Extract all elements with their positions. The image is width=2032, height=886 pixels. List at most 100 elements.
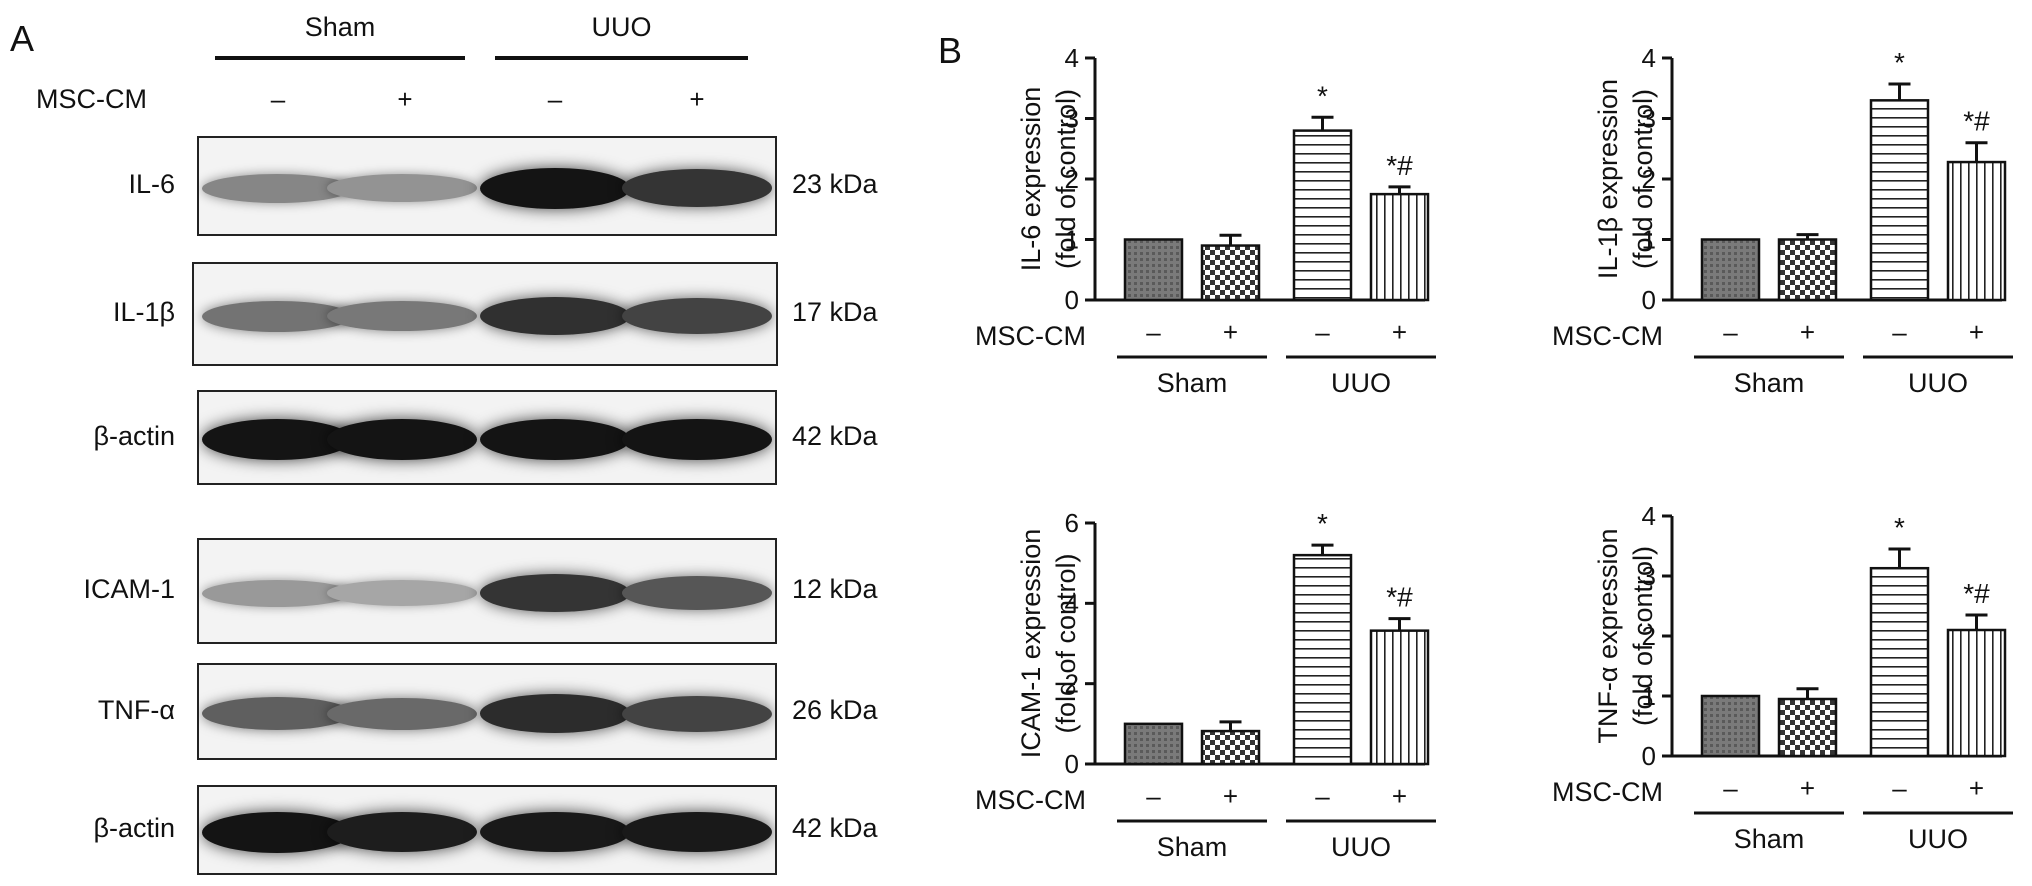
blot-strip-5 <box>197 663 777 760</box>
blot-band <box>622 576 772 610</box>
panel-letter-a: A <box>10 18 35 59</box>
treatment-sign: + <box>1800 773 1815 803</box>
significance-mark: *# <box>1386 582 1413 613</box>
blot-strip-3 <box>197 390 777 485</box>
treatment-sign: + <box>1392 317 1407 347</box>
y-tick-label: 2 <box>1065 669 1079 699</box>
sign-a-2: + <box>397 84 413 114</box>
significance-mark: *# <box>1386 150 1413 181</box>
treatment-label: MSC-CM <box>1552 777 1663 807</box>
y-axis-label: IL-1β expression <box>1593 79 1623 279</box>
blot-label-2: IL-1β <box>112 297 175 327</box>
group-label-uuo: UUO <box>1331 832 1391 862</box>
blot-label-1: IL-6 <box>128 169 175 199</box>
group-line-uuo <box>495 56 748 60</box>
treatment-sign: – <box>1723 317 1738 347</box>
treatment-sign: – <box>1315 781 1330 811</box>
treatment-sign: – <box>1892 317 1907 347</box>
treatment-sign: + <box>1969 317 1984 347</box>
group-label-uuo: UUO <box>1908 824 1968 854</box>
bar <box>1700 238 1761 302</box>
group-header-uuo: UUO <box>591 12 652 42</box>
y-tick-label: 0 <box>1065 749 1079 779</box>
blot-band <box>327 174 477 202</box>
y-tick-label: 2 <box>1642 621 1656 651</box>
treatment-sign: – <box>1723 773 1738 803</box>
significance-mark: *# <box>1963 106 1990 137</box>
blot-band <box>327 300 477 332</box>
blot-kda-6: 42 kDa <box>792 813 878 843</box>
treatment-sign: – <box>1315 317 1330 347</box>
blot-kda-1: 23 kDa <box>792 169 878 199</box>
blot-kda-5: 26 kDa <box>792 694 878 725</box>
treatment-label: MSC-CM <box>975 785 1086 815</box>
sign-a-3: – <box>547 84 563 114</box>
blot-band <box>622 169 772 207</box>
y-tick-label: 3 <box>1642 561 1656 591</box>
sign-a-4: + <box>689 84 705 114</box>
bar <box>1777 238 1838 302</box>
bar <box>1869 99 1930 302</box>
blot-band <box>622 419 772 460</box>
treatment-sign: – <box>1892 773 1907 803</box>
significance-mark: * <box>1894 512 1905 543</box>
sign-a-1: – <box>270 84 286 114</box>
y-axis-label: ICAM-1 expression <box>1016 529 1046 759</box>
panel-letter-b: B <box>938 30 963 71</box>
y-tick-label: 6 <box>1065 508 1079 538</box>
treatment-sign: – <box>1146 317 1161 347</box>
blot-band <box>327 697 477 730</box>
blot-band <box>327 419 477 460</box>
blot-label-4: ICAM-1 <box>83 574 175 604</box>
treatment-sign: + <box>1800 317 1815 347</box>
bar <box>1946 160 2007 302</box>
y-tick-label: 2 <box>1065 164 1079 194</box>
blot-kda-4: 12 kDa <box>792 574 878 604</box>
treatment-sign: – <box>1146 781 1161 811</box>
blot-band <box>622 695 772 732</box>
treatment-label: MSC-CM <box>1552 321 1663 351</box>
blot-band <box>622 811 772 853</box>
group-label-sham: Sham <box>1157 832 1228 862</box>
blot-strip-4 <box>197 538 777 644</box>
y-tick-label: 0 <box>1065 285 1079 315</box>
group-label-sham: Sham <box>1734 368 1805 398</box>
blot-kda-3: 42 kDa <box>792 420 878 451</box>
treatment-sign: + <box>1223 781 1238 811</box>
blot-kda-2: 17 kDa <box>792 297 878 327</box>
group-label-uuo: UUO <box>1331 368 1391 398</box>
blot-band <box>327 812 477 852</box>
treatment-sign: + <box>1969 773 1984 803</box>
blot-band <box>480 167 630 209</box>
significance-mark: * <box>1317 508 1328 539</box>
bar <box>1123 238 1184 302</box>
y-tick-label: 3 <box>1642 104 1656 134</box>
blot-band <box>327 580 477 606</box>
bar <box>1869 566 1930 758</box>
y-axis-label-2: (fold of control) <box>1051 553 1081 733</box>
bar <box>1369 629 1430 766</box>
y-tick-label: 4 <box>1642 501 1656 531</box>
blot-strip-2 <box>192 262 778 366</box>
y-tick-label: 4 <box>1065 588 1079 618</box>
y-tick-label: 4 <box>1642 43 1656 73</box>
group-header-sham: Sham <box>304 12 376 42</box>
group-label-sham: Sham <box>1157 368 1228 398</box>
treatment-label-a: MSC-CM <box>36 84 147 114</box>
bar <box>1123 722 1184 766</box>
bar <box>1200 729 1261 766</box>
y-axis-label-2: (fold of control) <box>1628 89 1658 269</box>
bar <box>1777 697 1838 758</box>
bar <box>1700 694 1761 758</box>
y-tick-label: 0 <box>1642 741 1656 771</box>
y-tick-label: 3 <box>1065 104 1079 134</box>
blot-band <box>480 811 630 853</box>
bar <box>1200 244 1261 302</box>
y-tick-label: 0 <box>1642 285 1656 315</box>
blot-band <box>480 574 630 612</box>
significance-mark: * <box>1894 47 1905 78</box>
y-tick-label: 2 <box>1642 164 1656 194</box>
group-label-sham: Sham <box>1734 824 1805 854</box>
y-tick-label: 1 <box>1642 225 1656 255</box>
